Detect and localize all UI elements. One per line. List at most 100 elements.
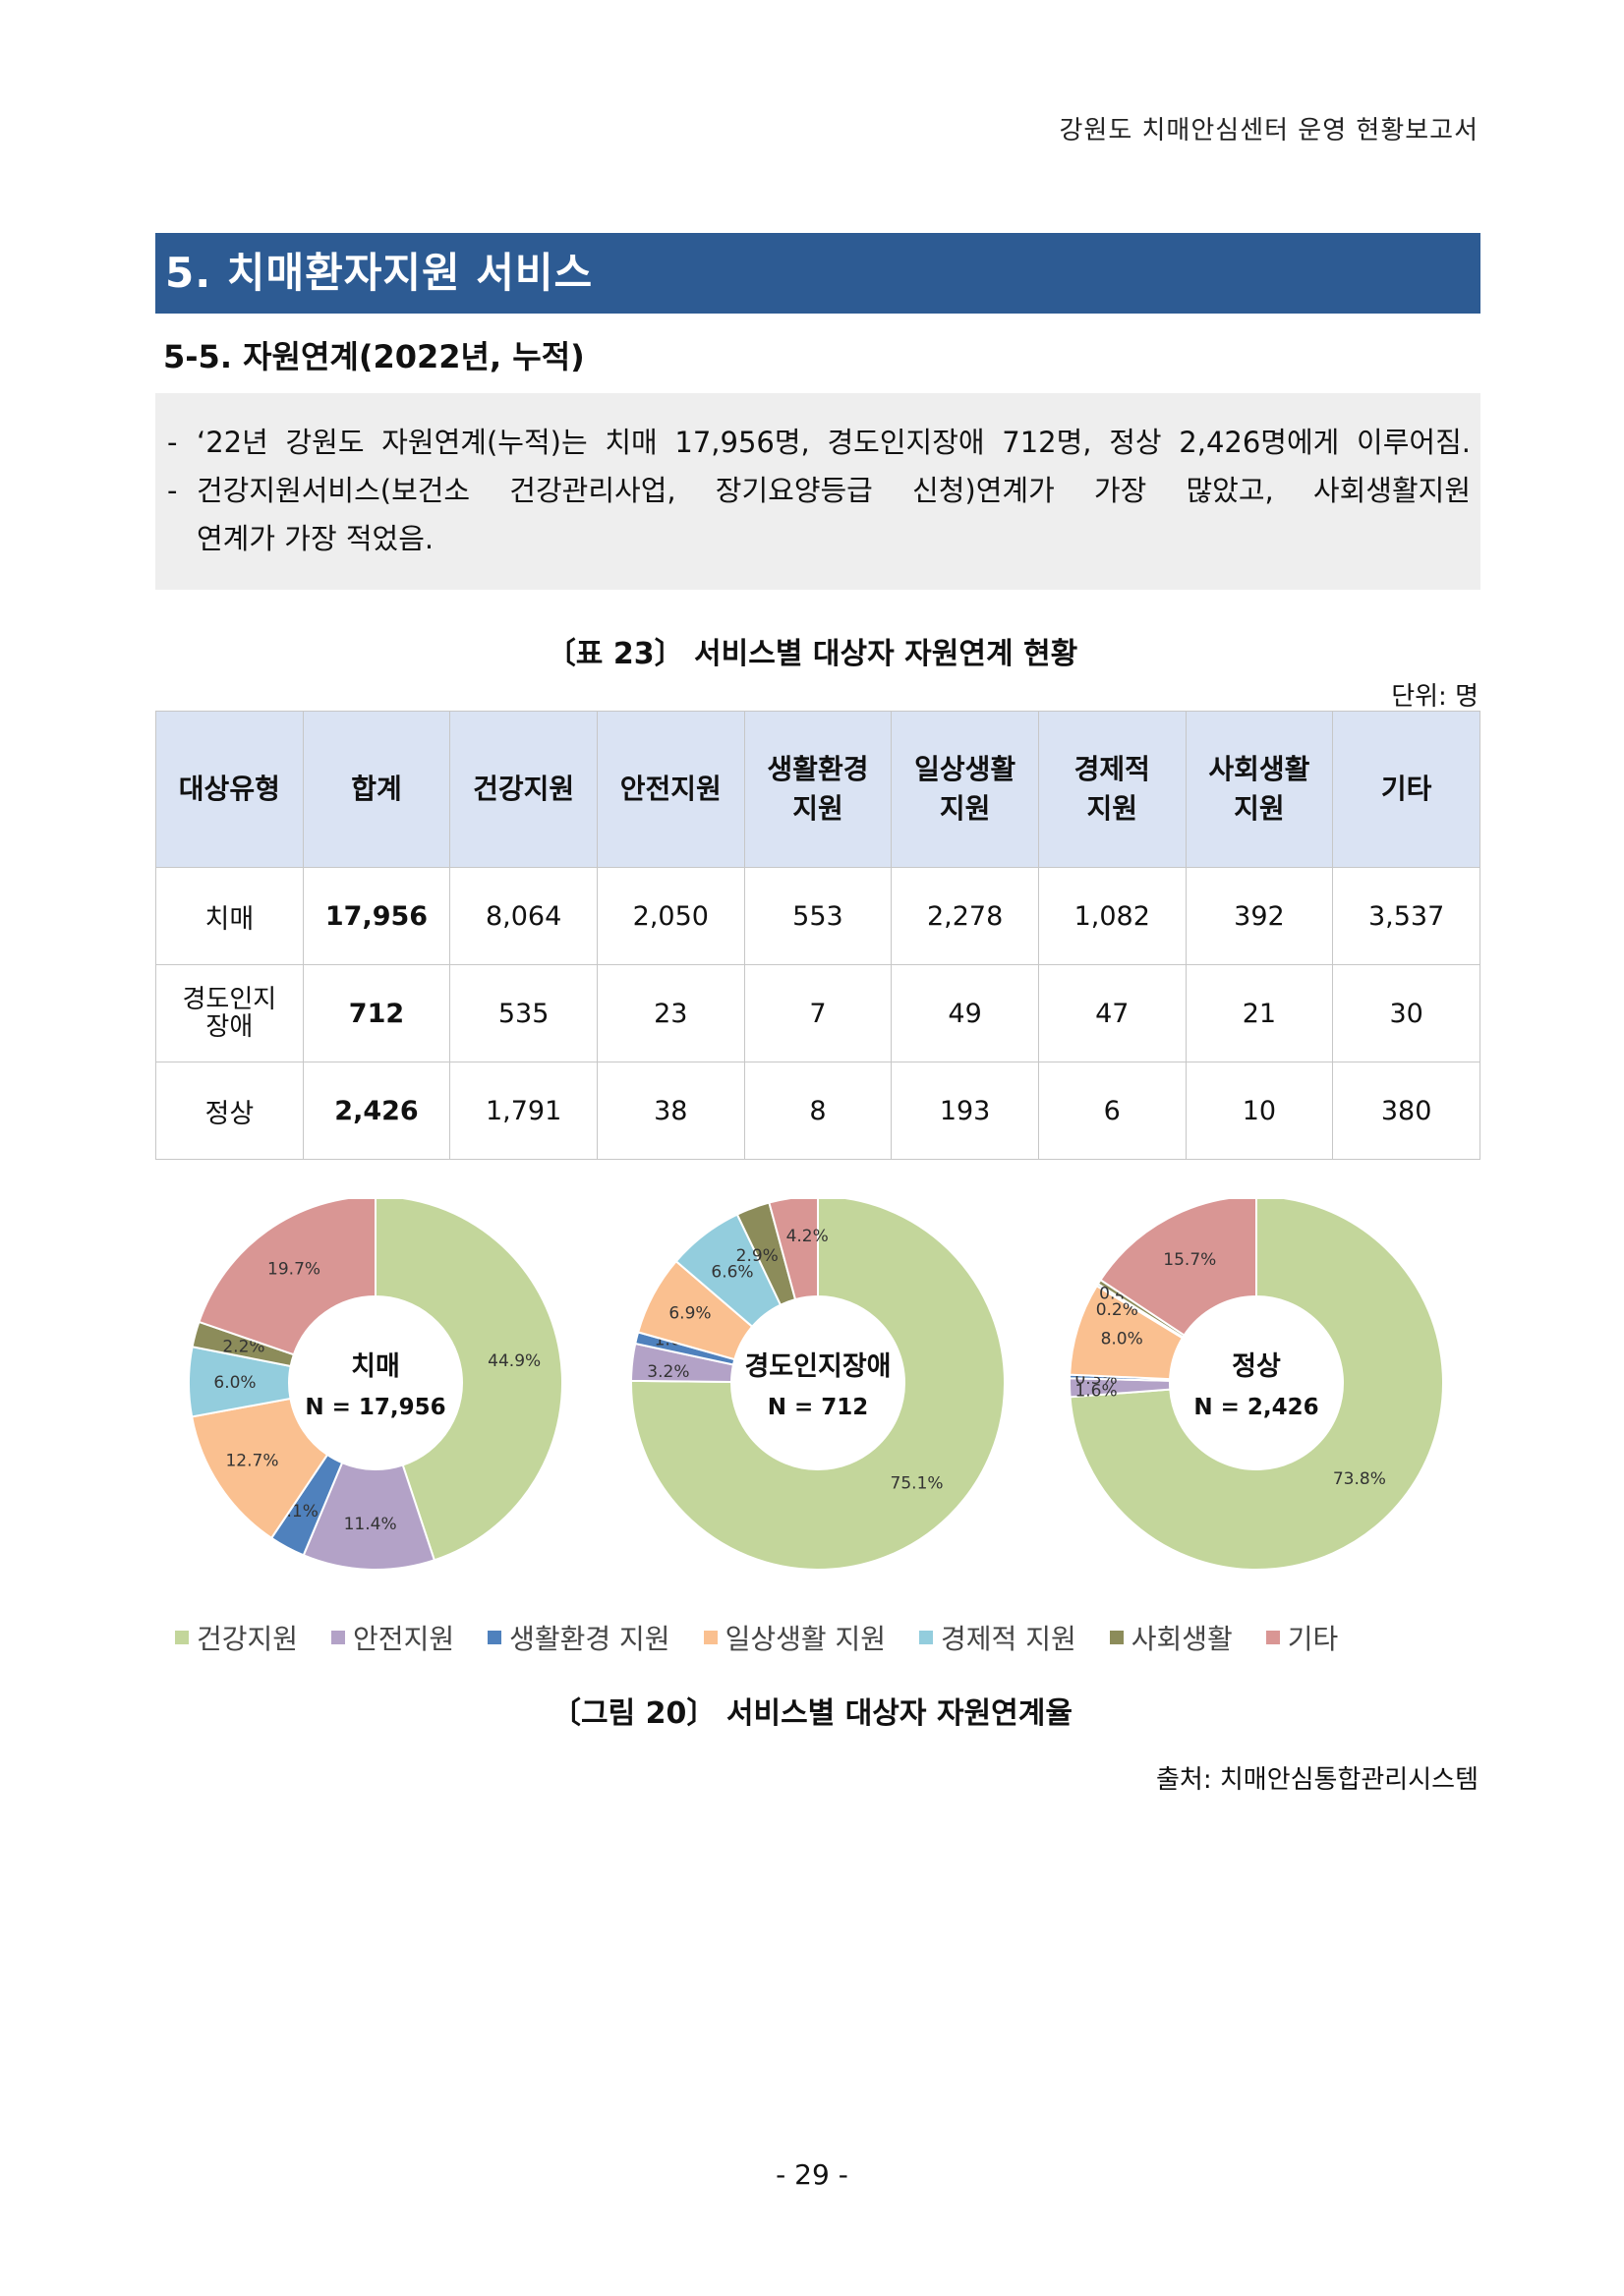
slice-data-label: 44.9% [488,1351,541,1371]
legend-swatch [1265,1631,1280,1644]
slice-data-label: 0.2% [1096,1300,1138,1320]
legend-label: 안전지원 [353,1623,455,1655]
slice-data-label: 2.2% [222,1338,264,1357]
donut-slice [768,1199,819,1301]
slice-data-label: 11.4% [344,1515,397,1534]
donut-chart: 73.8%1.6%0.3%8.0%0.2%0.4%15.7%정상N = 2,42… [1069,1199,1444,1571]
page-number: - 29 - [776,2158,848,2191]
legend-label: 건강지원 [197,1623,299,1655]
summary-bullet-2-continuation: 연계가 가장 적었음. [197,522,435,555]
table-cell: 1,791 [449,1062,598,1160]
table-header-cell: 안전지원 [596,711,745,868]
resource-linkage-table: 대상유형 합계 건강지원 안전지원 생활환경 지원 일상생활 지원 경제적 지원 사회생활 지원 기타 … [155,711,1480,1160]
donut-slice [1099,1199,1257,1337]
table-cell: 17,956 [302,867,451,965]
slice-data-label: 75.1% [891,1474,944,1494]
legend-swatch [331,1631,346,1644]
table-row: 경도인지 장애 712 535 23 7 49 47 21 30 [155,964,1480,1062]
table-cell: 712 [302,964,451,1062]
table-row: 정상 2,426 1,791 38 8 193 6 10 380 [155,1062,1480,1160]
legend-swatch [703,1631,718,1644]
table-cell: 1,082 [1037,867,1187,965]
slice-data-label: 8.0% [1101,1329,1143,1349]
donut-center-subtitle: N = 712 [768,1395,869,1420]
chart-legend: 건강지원 안전지원 생활환경 지원 일상생활 지원 경제적 지원 사회생활 기타 [175,1618,1371,1657]
slice-data-label: 4.2% [786,1227,829,1246]
table-cell: 23 [596,964,745,1062]
summary-bullet-1-text: ‘22년 강원도 자원연계(누적)는 치매 17,956명, 경도인지장애 71… [197,426,1471,459]
legend-label: 일상생활 지원 [725,1623,887,1655]
table-header-cell: 일상생활 지원 [891,711,1039,868]
table-body: 치매 17,956 8,064 2,050 553 2,278 1,082 392 3,537 경… [155,867,1480,1160]
table-row: 치매 17,956 8,064 2,050 553 2,278 1,082 392 3,537 [155,867,1480,965]
slice-data-label: 6.6% [711,1263,753,1283]
section-title-banner: 5. 치매환자지원 서비스 [155,233,1480,314]
legend-item: 사회생활 [1109,1618,1233,1657]
slice-data-label: 19.7% [267,1260,320,1280]
slice-data-label: 15.7% [1163,1250,1216,1270]
table-cell: 10 [1185,1062,1334,1160]
table-cell: 30 [1332,964,1480,1062]
slice-data-label: 2.9% [736,1246,779,1266]
summary-box: - ‘22년 강원도 자원연계(누적)는 치매 17,956명, 경도인지장애 … [155,393,1480,590]
row-label-cell: 경도인지 장애 [155,964,304,1062]
running-header: 강원도 치매안심센터 운영 현황보고서 [1059,116,1479,145]
table-cell: 535 [449,964,598,1062]
legend-swatch [1109,1631,1124,1644]
table-header-cell: 기타 [1332,711,1480,868]
table-cell: 38 [596,1062,745,1160]
legend-item: 경제적 지원 [919,1618,1076,1657]
legend-item: 일상생활 지원 [703,1618,887,1657]
slice-data-label: 73.8% [1333,1469,1386,1489]
donut-slice [630,1199,1006,1571]
donut-center-subtitle: N = 17,956 [305,1395,445,1420]
slice-data-label: 6.0% [213,1373,256,1393]
donut-slice [198,1199,377,1356]
legend-item: 생활환경 지원 [488,1618,670,1657]
table-header-cell: 사회생활 지원 [1185,711,1334,868]
source-label: 출처: 치매안심통합관리시스템 [1156,1765,1479,1795]
legend-label: 기타 [1287,1623,1339,1655]
unit-label: 단위: 명 [1391,682,1479,712]
bullet-dash: - [167,474,178,507]
table-header-cell: 생활환경 지원 [743,711,893,868]
table-cell: 7 [743,964,893,1062]
donut-slice [190,1397,329,1540]
summary-bullet-1: - ‘22년 강원도 자원연계(누적)는 치매 17,956명, 경도인지장애 … [167,419,1471,467]
table-cell: 21 [1185,964,1334,1062]
table-cell: 392 [1185,867,1334,965]
table-cell: 553 [743,867,893,965]
legend-label: 생활환경 지원 [509,1623,670,1655]
table-header-row: 대상유형 합계 건강지원 안전지원 생활환경 지원 일상생활 지원 경제적 지원 사회생활 지원 기타 [155,711,1480,868]
table-header-cell: 대상유형 [155,711,304,868]
donut-chart: 44.9%11.4%3.1%12.7%6.0%2.2%19.7%치매N = 17… [188,1199,563,1571]
slice-data-label: 1.6% [1074,1382,1117,1402]
legend-swatch [488,1631,502,1644]
legend-label: 사회생활 [1131,1623,1233,1655]
legend-item: 기타 [1265,1618,1339,1657]
row-label-cell: 정상 [155,1062,304,1160]
table-header-cell: 경제적 지원 [1037,711,1187,868]
table-header-cell: 합계 [302,711,451,868]
slice-data-label: 12.7% [225,1452,278,1471]
summary-bullet-2-text: 건강지원서비스(보건소 건강관리사업, 장기요양등급 신청)연계가 가장 많았고… [197,474,1471,507]
donut-center-title: 치매 [351,1351,400,1382]
donut-charts: 44.9%11.4%3.1%12.7%6.0%2.2%19.7%치매N = 17… [188,1199,1444,1571]
table-cell: 380 [1332,1062,1480,1160]
summary-bullet-2: - 건강지원서비스(보건소 건강관리사업, 장기요양등급 신청)연계가 가장 많… [167,467,1471,515]
table-cell: 47 [1037,964,1187,1062]
table-header-cell: 건강지원 [449,711,598,868]
legend-item: 안전지원 [331,1618,454,1657]
donut-slice [1069,1199,1444,1571]
table-cell: 2,278 [891,867,1039,965]
table-cell: 2,050 [596,867,745,965]
legend-swatch [175,1631,189,1644]
donut-center-title: 정상 [1232,1351,1281,1382]
donut-center-title: 경도인지장애 [744,1351,891,1382]
table-cell: 193 [891,1062,1039,1160]
table-caption: 〔표 23〕 서비스별 대상자 자원연계 현황 [546,637,1078,671]
slice-data-label: 3.2% [647,1362,689,1382]
donut-center-subtitle: N = 2,426 [1193,1395,1318,1420]
table-cell: 3,537 [1332,867,1480,965]
